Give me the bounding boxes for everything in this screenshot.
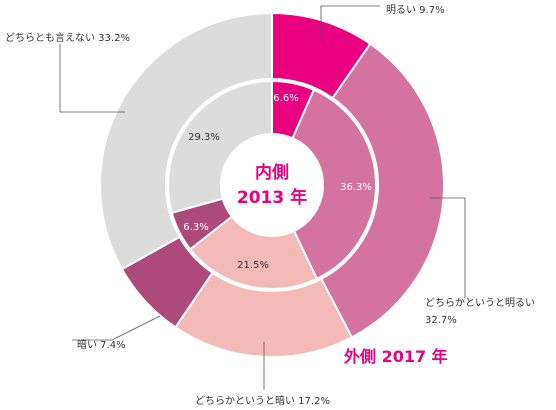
label-kurai: 暗い 7.4% <box>77 338 126 351</box>
inner-series-label-line1: 内側 <box>255 162 289 183</box>
outer-slice-dochiraka-akarui <box>319 42 445 339</box>
label-akarui: 明るい 9.7% <box>386 4 445 16</box>
inner-series-label-line2: 2013 年 <box>237 187 307 208</box>
label-dochiratomo: どちらとも言えない 33.2% <box>5 31 130 44</box>
inner-value-dochiraka-kurai: 21.5% <box>237 260 269 271</box>
inner-slice-dochiratomo <box>167 79 273 214</box>
inner-slice-dochiraka-akarui <box>291 88 377 281</box>
inner-value-dochiratomo: 29.3% <box>188 132 220 143</box>
label-dochiraka-akarui: どちらかというと明るい <box>425 297 535 309</box>
label-dochiraka-kurai: どちらかというと暗い 17.2% <box>195 394 330 407</box>
inner-value-akarui: 6.6% <box>273 93 298 104</box>
leader-line-dochiratomo <box>59 44 125 113</box>
leader-line-dochiraka-akarui <box>430 197 466 298</box>
label-dochiraka-akarui-value: 32.7% <box>425 315 457 326</box>
inner-value-dochiraka-akarui: 36.3% <box>340 182 372 193</box>
leader-lines <box>59 5 466 390</box>
outer-slice-dochiratomo <box>99 11 273 271</box>
outer-series-label: 外側 2017 年 <box>343 347 448 366</box>
outer-ring-2017 <box>99 11 445 358</box>
inner-value-kurai: 6.3% <box>183 222 208 233</box>
leader-line-kurai <box>72 315 161 341</box>
inner-ring-2013 <box>167 79 377 290</box>
inner-slice-dochiraka-kurai <box>188 215 319 290</box>
leader-line-akarui <box>320 5 380 37</box>
